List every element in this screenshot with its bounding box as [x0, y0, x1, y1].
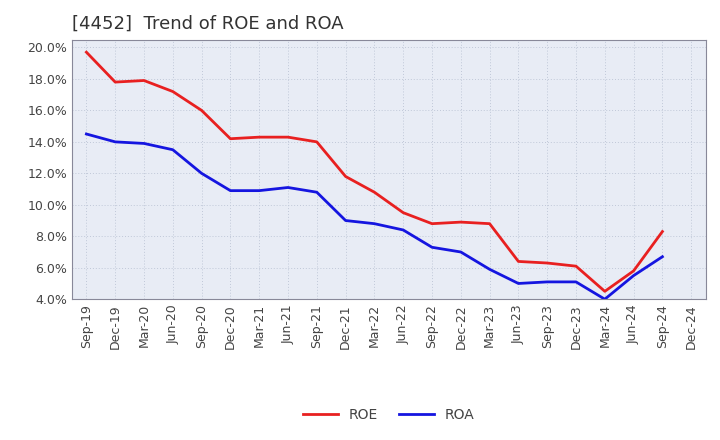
ROA [111, 139, 120, 144]
ROE [572, 264, 580, 269]
ROA [140, 141, 148, 146]
ROE [600, 289, 609, 294]
ROE [399, 210, 408, 215]
ROE [197, 108, 206, 113]
ROA [428, 245, 436, 250]
ROA [485, 267, 494, 272]
ROA [514, 281, 523, 286]
Legend: ROE, ROA: ROE, ROA [297, 402, 480, 427]
ROA [658, 254, 667, 259]
ROA [543, 279, 552, 285]
ROE [284, 135, 292, 140]
ROE [456, 220, 465, 225]
ROE [543, 260, 552, 266]
ROA [399, 227, 408, 233]
ROA [312, 190, 321, 195]
ROE [140, 78, 148, 83]
ROE [514, 259, 523, 264]
ROE [629, 268, 638, 274]
ROE [428, 221, 436, 226]
ROE [370, 190, 379, 195]
ROA [226, 188, 235, 193]
ROE [168, 89, 177, 94]
Text: [4452]  Trend of ROE and ROA: [4452] Trend of ROE and ROA [72, 15, 343, 33]
ROA [600, 297, 609, 302]
Line: ROE: ROE [86, 52, 662, 291]
ROA [197, 171, 206, 176]
ROA [82, 132, 91, 137]
ROE [658, 229, 667, 234]
ROE [485, 221, 494, 226]
ROA [255, 188, 264, 193]
ROE [226, 136, 235, 141]
ROE [312, 139, 321, 144]
ROE [82, 50, 91, 55]
ROA [284, 185, 292, 190]
ROE [341, 174, 350, 179]
ROA [370, 221, 379, 226]
Line: ROA: ROA [86, 134, 662, 299]
ROE [111, 80, 120, 85]
ROA [572, 279, 580, 285]
ROA [341, 218, 350, 223]
ROA [168, 147, 177, 152]
ROA [456, 249, 465, 255]
ROA [629, 273, 638, 278]
ROE [255, 135, 264, 140]
